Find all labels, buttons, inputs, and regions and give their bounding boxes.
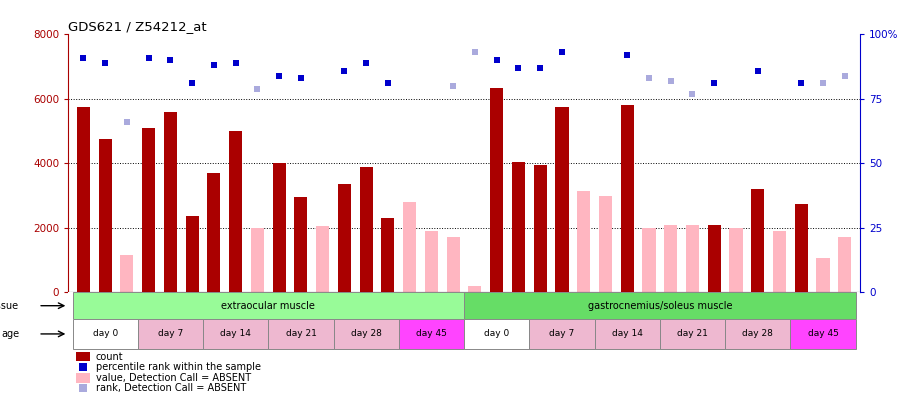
Text: GDS621 / Z54212_at: GDS621 / Z54212_at [68,20,207,33]
Bar [555,107,569,292]
Bar [316,226,329,292]
Bar [490,87,503,292]
Bar [73,292,464,319]
Bar [403,202,416,292]
Bar [447,237,460,292]
Bar [642,228,655,292]
Text: day 0: day 0 [93,329,118,339]
Bar [621,105,633,292]
Bar [725,319,791,349]
Bar [512,162,525,292]
Bar [203,319,268,349]
Text: day 14: day 14 [612,329,642,339]
Bar [120,255,134,292]
Bar [207,173,220,292]
Text: count: count [96,352,124,362]
Bar [164,112,177,292]
Bar [76,352,89,362]
Text: rank, Detection Call = ABSENT: rank, Detection Call = ABSENT [96,384,247,393]
Text: day 28: day 28 [743,329,774,339]
Bar [664,224,677,292]
Bar [816,258,830,292]
Bar [273,163,286,292]
Bar [660,319,725,349]
Bar [229,131,242,292]
Bar [708,224,721,292]
Bar [686,224,699,292]
Text: gastrocnemius/soleus muscle: gastrocnemius/soleus muscle [588,301,733,311]
Bar [295,197,308,292]
Bar [334,319,399,349]
Bar [338,184,351,292]
Text: day 14: day 14 [220,329,251,339]
Text: day 45: day 45 [807,329,838,339]
Text: day 7: day 7 [550,329,574,339]
Bar [142,128,156,292]
Bar [730,228,743,292]
Bar [577,191,591,292]
Bar [381,218,395,292]
Bar [98,139,112,292]
Text: day 0: day 0 [484,329,510,339]
Text: percentile rank within the sample: percentile rank within the sample [96,362,261,372]
Bar [425,231,438,292]
Bar [359,166,373,292]
Bar [533,165,547,292]
Text: day 45: day 45 [416,329,447,339]
Bar [530,319,594,349]
Text: day 7: day 7 [157,329,183,339]
Bar [137,319,203,349]
Bar [794,204,808,292]
Bar [268,319,334,349]
Bar [838,237,851,292]
Bar [251,228,264,292]
Text: tissue: tissue [0,301,19,311]
Bar [76,373,89,383]
Bar [399,319,464,349]
Text: age: age [1,329,19,339]
Bar [77,107,90,292]
Bar [464,292,855,319]
Bar [791,319,855,349]
Bar [773,231,786,292]
Bar [464,319,530,349]
Bar [751,189,764,292]
Bar [73,319,137,349]
Bar [594,319,660,349]
Text: day 21: day 21 [677,329,708,339]
Bar [599,196,612,292]
Text: day 21: day 21 [286,329,317,339]
Text: value, Detection Call = ABSENT: value, Detection Call = ABSENT [96,373,251,383]
Text: day 28: day 28 [350,329,381,339]
Bar [186,217,198,292]
Bar [469,286,481,292]
Text: extraocular muscle: extraocular muscle [221,301,315,311]
